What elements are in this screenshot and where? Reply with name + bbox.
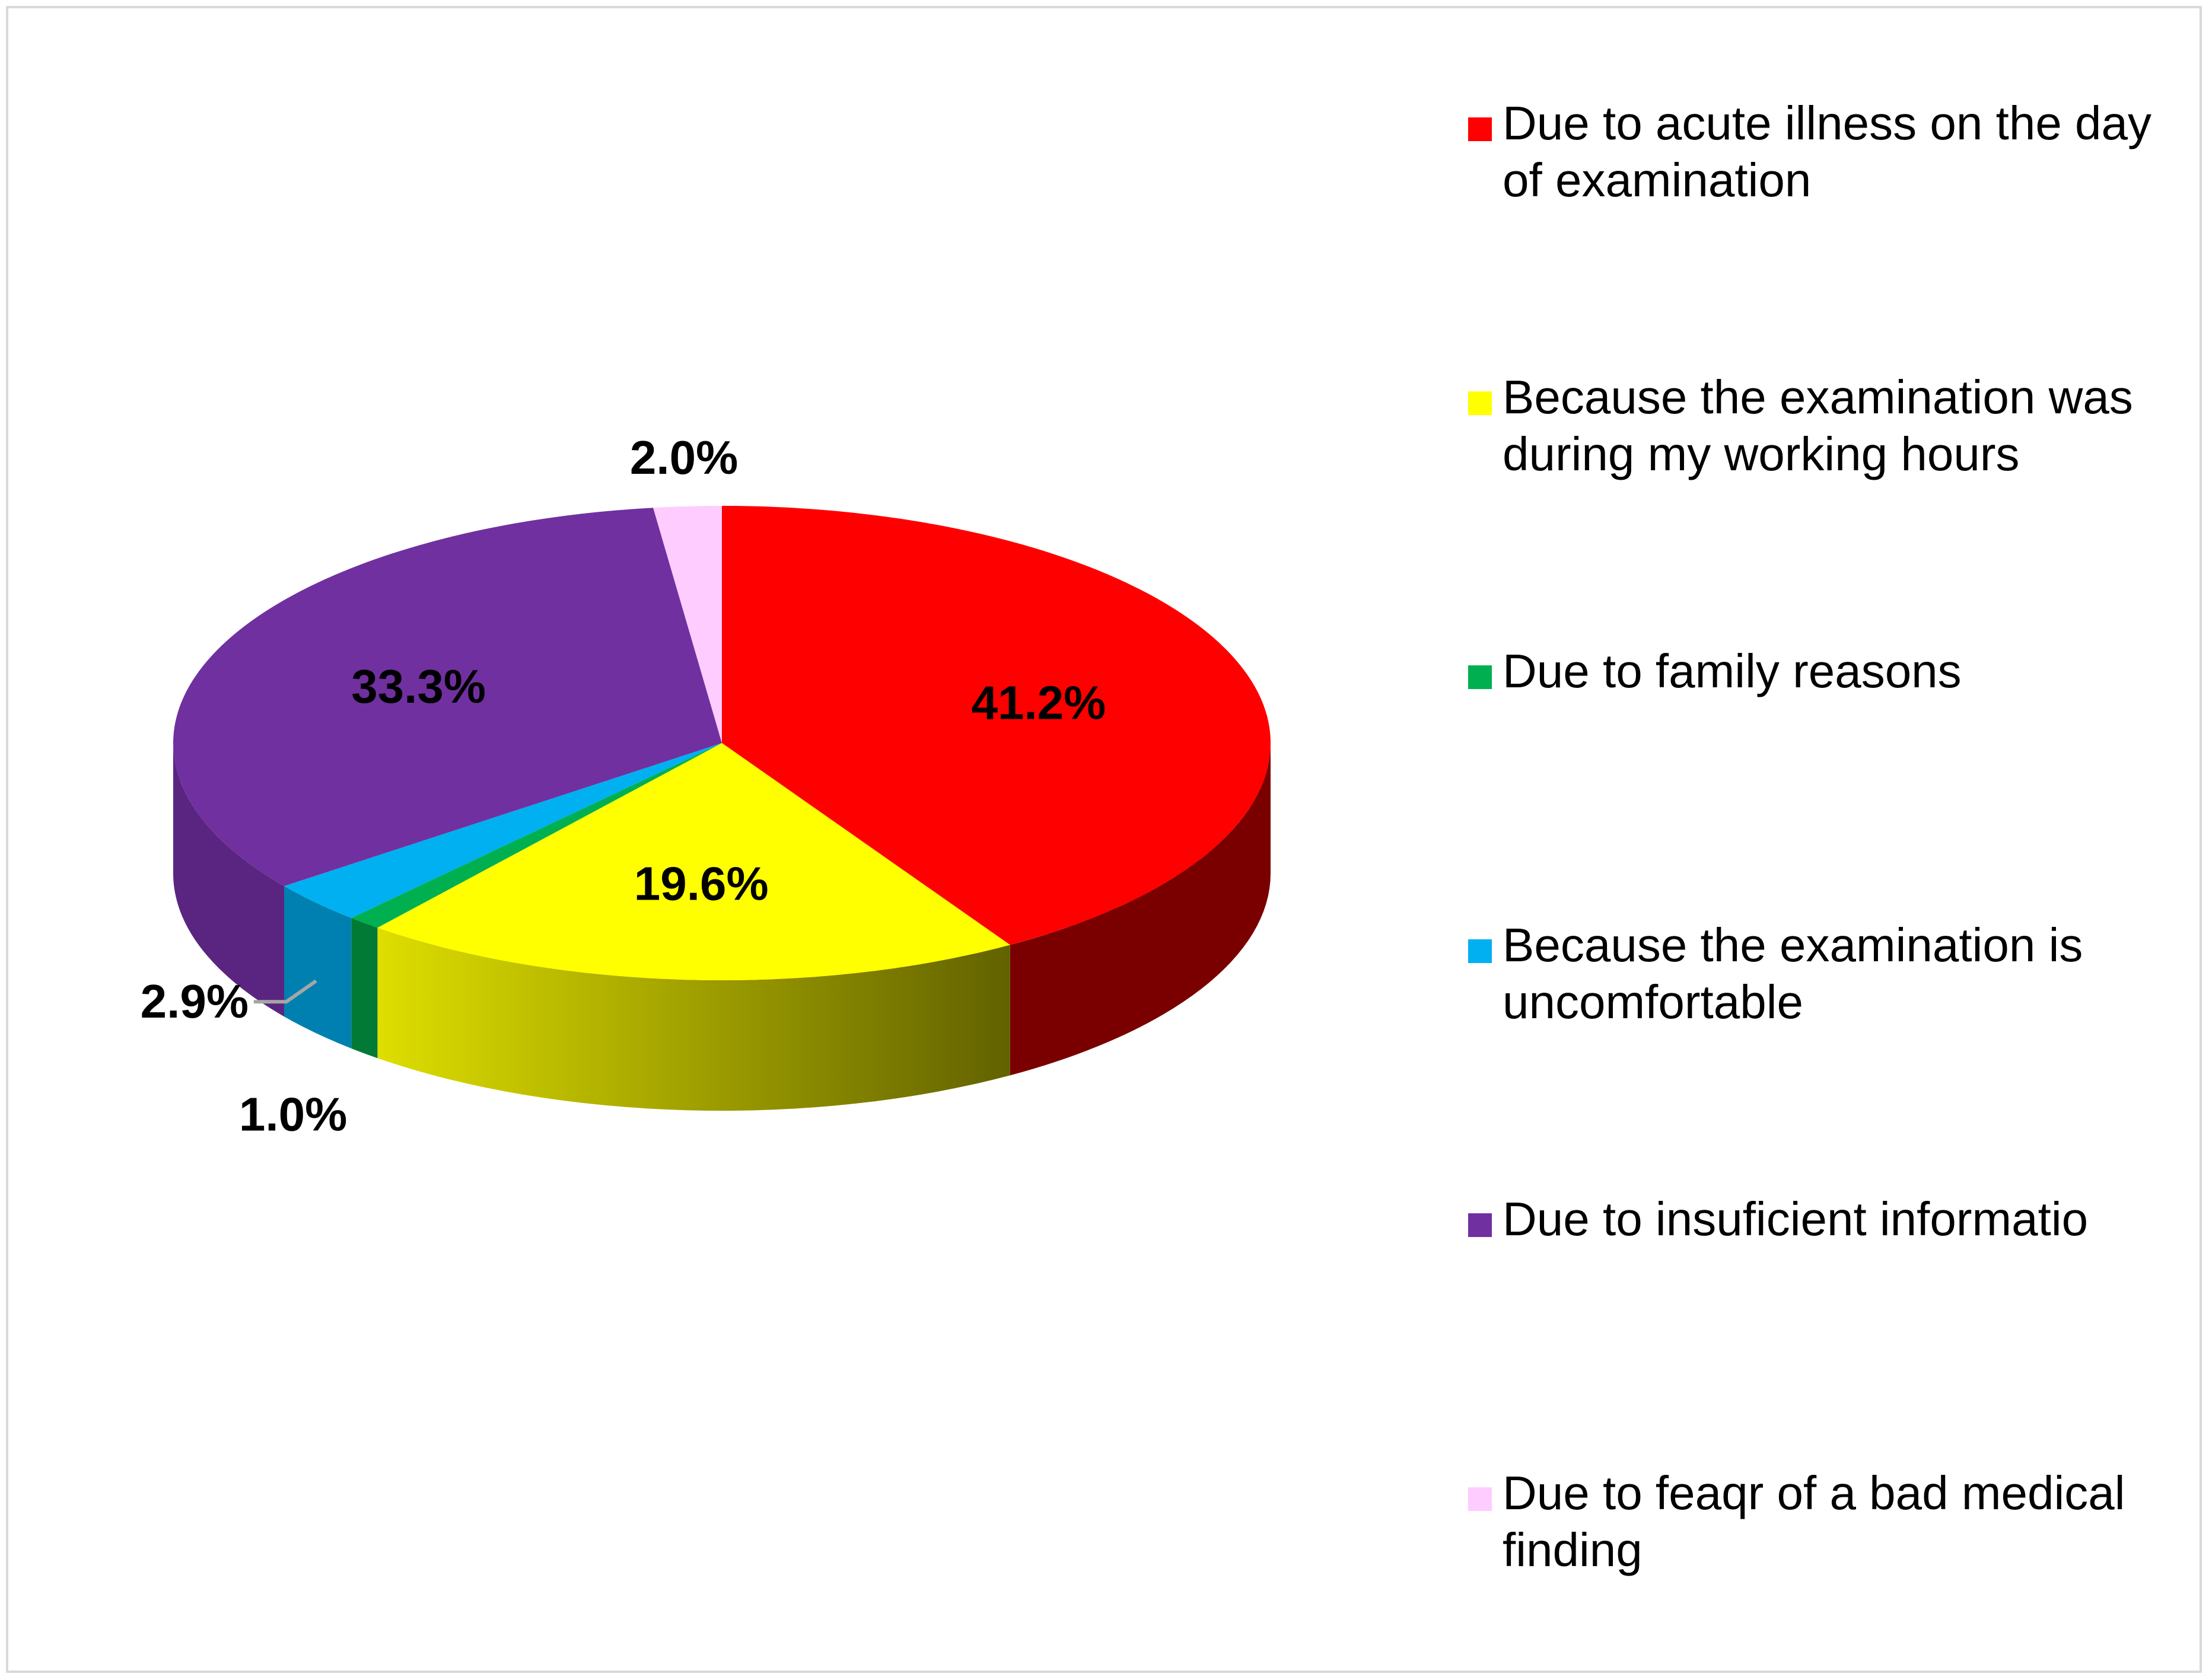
legend-label-5: Due to feaqr of a bad medical finding — [1503, 1467, 2125, 1576]
legend-swatch-0 — [1468, 117, 1492, 141]
legend-label-3: Because the examination is uncomfortable — [1503, 919, 2083, 1028]
legend-item-3: Because the examination is uncomfortable — [1468, 917, 2185, 1031]
legend-item-4: Due to insuficient informatio — [1468, 1191, 2185, 1248]
data-label-0: 41.2% — [971, 677, 1106, 729]
pie-side-3 — [284, 886, 352, 1048]
pie-slice-2 — [351, 743, 722, 928]
legend-label-4: Due to insuficient informatio — [1503, 1193, 2089, 1245]
data-label-2: 1.0% — [239, 1088, 347, 1140]
pie-slice-0 — [722, 506, 1271, 945]
legend-swatch-4 — [1468, 1213, 1492, 1237]
data-label-5: 2.0% — [630, 431, 738, 484]
pie-slice-5 — [653, 506, 722, 743]
pie-slice-4 — [173, 508, 722, 887]
legend-item-5: Due to feaqr of a bad medical finding — [1468, 1465, 2185, 1579]
leader-line-3 — [253, 979, 317, 1004]
data-label-1: 19.6% — [634, 857, 769, 910]
legend-swatch-1 — [1468, 391, 1492, 415]
data-label-4: 33.3% — [351, 660, 486, 713]
legend-label-0: Due to acute illness on the day of exami… — [1503, 97, 2152, 206]
data-label-3: 2.9% — [141, 975, 249, 1028]
pie-slice-3 — [284, 743, 722, 918]
legend-label-2: Due to family reasons — [1503, 645, 1962, 697]
legend-item-2: Due to family reasons — [1468, 643, 2185, 700]
pie-side-4 — [173, 743, 284, 1017]
legend-swatch-3 — [1468, 939, 1492, 963]
legend-item-1: Because the examination was during my wo… — [1468, 369, 2185, 483]
pie-side-2 — [351, 918, 378, 1059]
legend-item-0: Due to acute illness on the day of exami… — [1468, 95, 2185, 209]
legend-swatch-5 — [1468, 1487, 1492, 1511]
pie-slice-1 — [377, 743, 1010, 981]
pie-side-1 — [377, 927, 1010, 1111]
legend-label-1: Because the examination was during my wo… — [1503, 371, 2133, 480]
legend-swatch-2 — [1468, 665, 1492, 689]
pie-side-0 — [1010, 743, 1271, 1076]
